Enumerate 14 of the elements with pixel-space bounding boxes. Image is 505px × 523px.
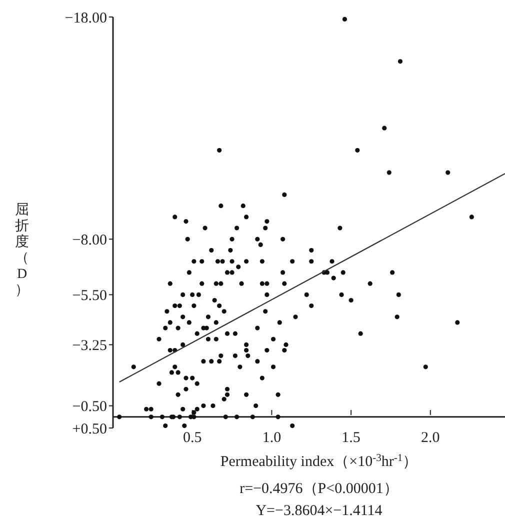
x-axis-title: Permeability index（×10$^{-3}$hr$^{-1}$） <box>220 452 418 470</box>
x-tick-label: 2.0 <box>421 430 440 446</box>
y-tick-label: −18.00 <box>64 10 107 26</box>
y-tick-label: −0.50 <box>72 399 107 416</box>
text: r=−0.4976（P<0.00001） <box>240 481 398 497</box>
x-tick-label: 0.5 <box>182 430 202 446</box>
y-tick-label: +0.50 <box>72 421 107 438</box>
y-axis-title: 屈折度（D） <box>15 203 29 298</box>
y-tick-label: −8.00 <box>72 232 107 248</box>
y-tick-label: −5.50 <box>72 288 107 304</box>
x-tick-label: 1.5 <box>342 430 360 446</box>
x-tick-label: 1.0 <box>262 430 282 446</box>
text: Y=−3.8604×−1.4114 <box>256 503 383 519</box>
y-tick-label: −3.25 <box>72 338 107 354</box>
